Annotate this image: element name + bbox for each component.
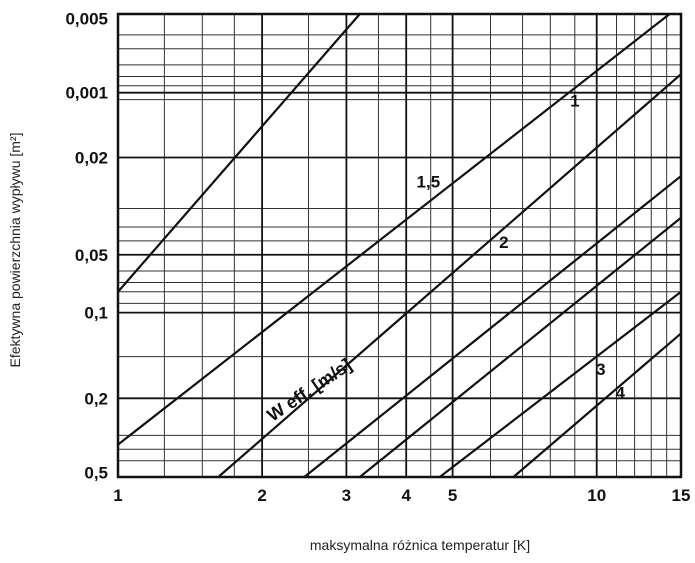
- y-tick-label: 0,05: [75, 246, 108, 265]
- curve-label: 4: [616, 383, 626, 402]
- curve-label: 1,5: [417, 173, 441, 192]
- x-tick-label: 1: [113, 486, 122, 505]
- x-tick-label: 10: [587, 486, 606, 505]
- x-tick-label: 4: [401, 486, 411, 505]
- series-line-2: [217, 73, 683, 479]
- y-tick-labels: 0,005 0,001 0,02 0,05 0,1 0,2 0,5: [65, 10, 108, 483]
- y-tick-label: 0,001: [65, 84, 108, 103]
- series-line-1-5: [116, 12, 671, 446]
- y-tick-label: 0,2: [84, 389, 108, 408]
- plot-frame: [116, 12, 683, 479]
- y-tick-label: 0,1: [84, 304, 108, 323]
- x-tick-labels: 1 2 3 4 5 10 15: [113, 486, 690, 505]
- series-line-6: [438, 290, 683, 479]
- series-line-1: [116, 12, 361, 293]
- curve-labels: 1 1,5 2 34: [417, 92, 626, 403]
- series-layer: [116, 12, 683, 479]
- series-line-3: [303, 174, 683, 479]
- series-line-7: [512, 332, 683, 479]
- y-tick-label: 0,005: [65, 10, 108, 29]
- series-line-4: [358, 216, 683, 479]
- x-tick-label: 5: [448, 486, 457, 505]
- annotation-w-eff: W eff. [m/s]: [263, 355, 355, 426]
- curve-label: 2: [499, 233, 508, 252]
- x-tick-label: 15: [672, 486, 691, 505]
- grid-minor: [118, 14, 681, 477]
- x-tick-label: 2: [257, 486, 266, 505]
- x-tick-label: 3: [342, 486, 351, 505]
- y-tick-label: 0,02: [75, 149, 108, 168]
- y-tick-label: 0,5: [84, 463, 108, 482]
- curve-label: 3: [596, 360, 605, 379]
- grid-major: [118, 14, 681, 477]
- x-axis-title: maksymalna różnica temperatur [K]: [310, 537, 530, 553]
- curve-label: 1: [570, 92, 579, 111]
- y-axis-title: Efektywna powierzchnia wypływu [m²]: [7, 133, 23, 368]
